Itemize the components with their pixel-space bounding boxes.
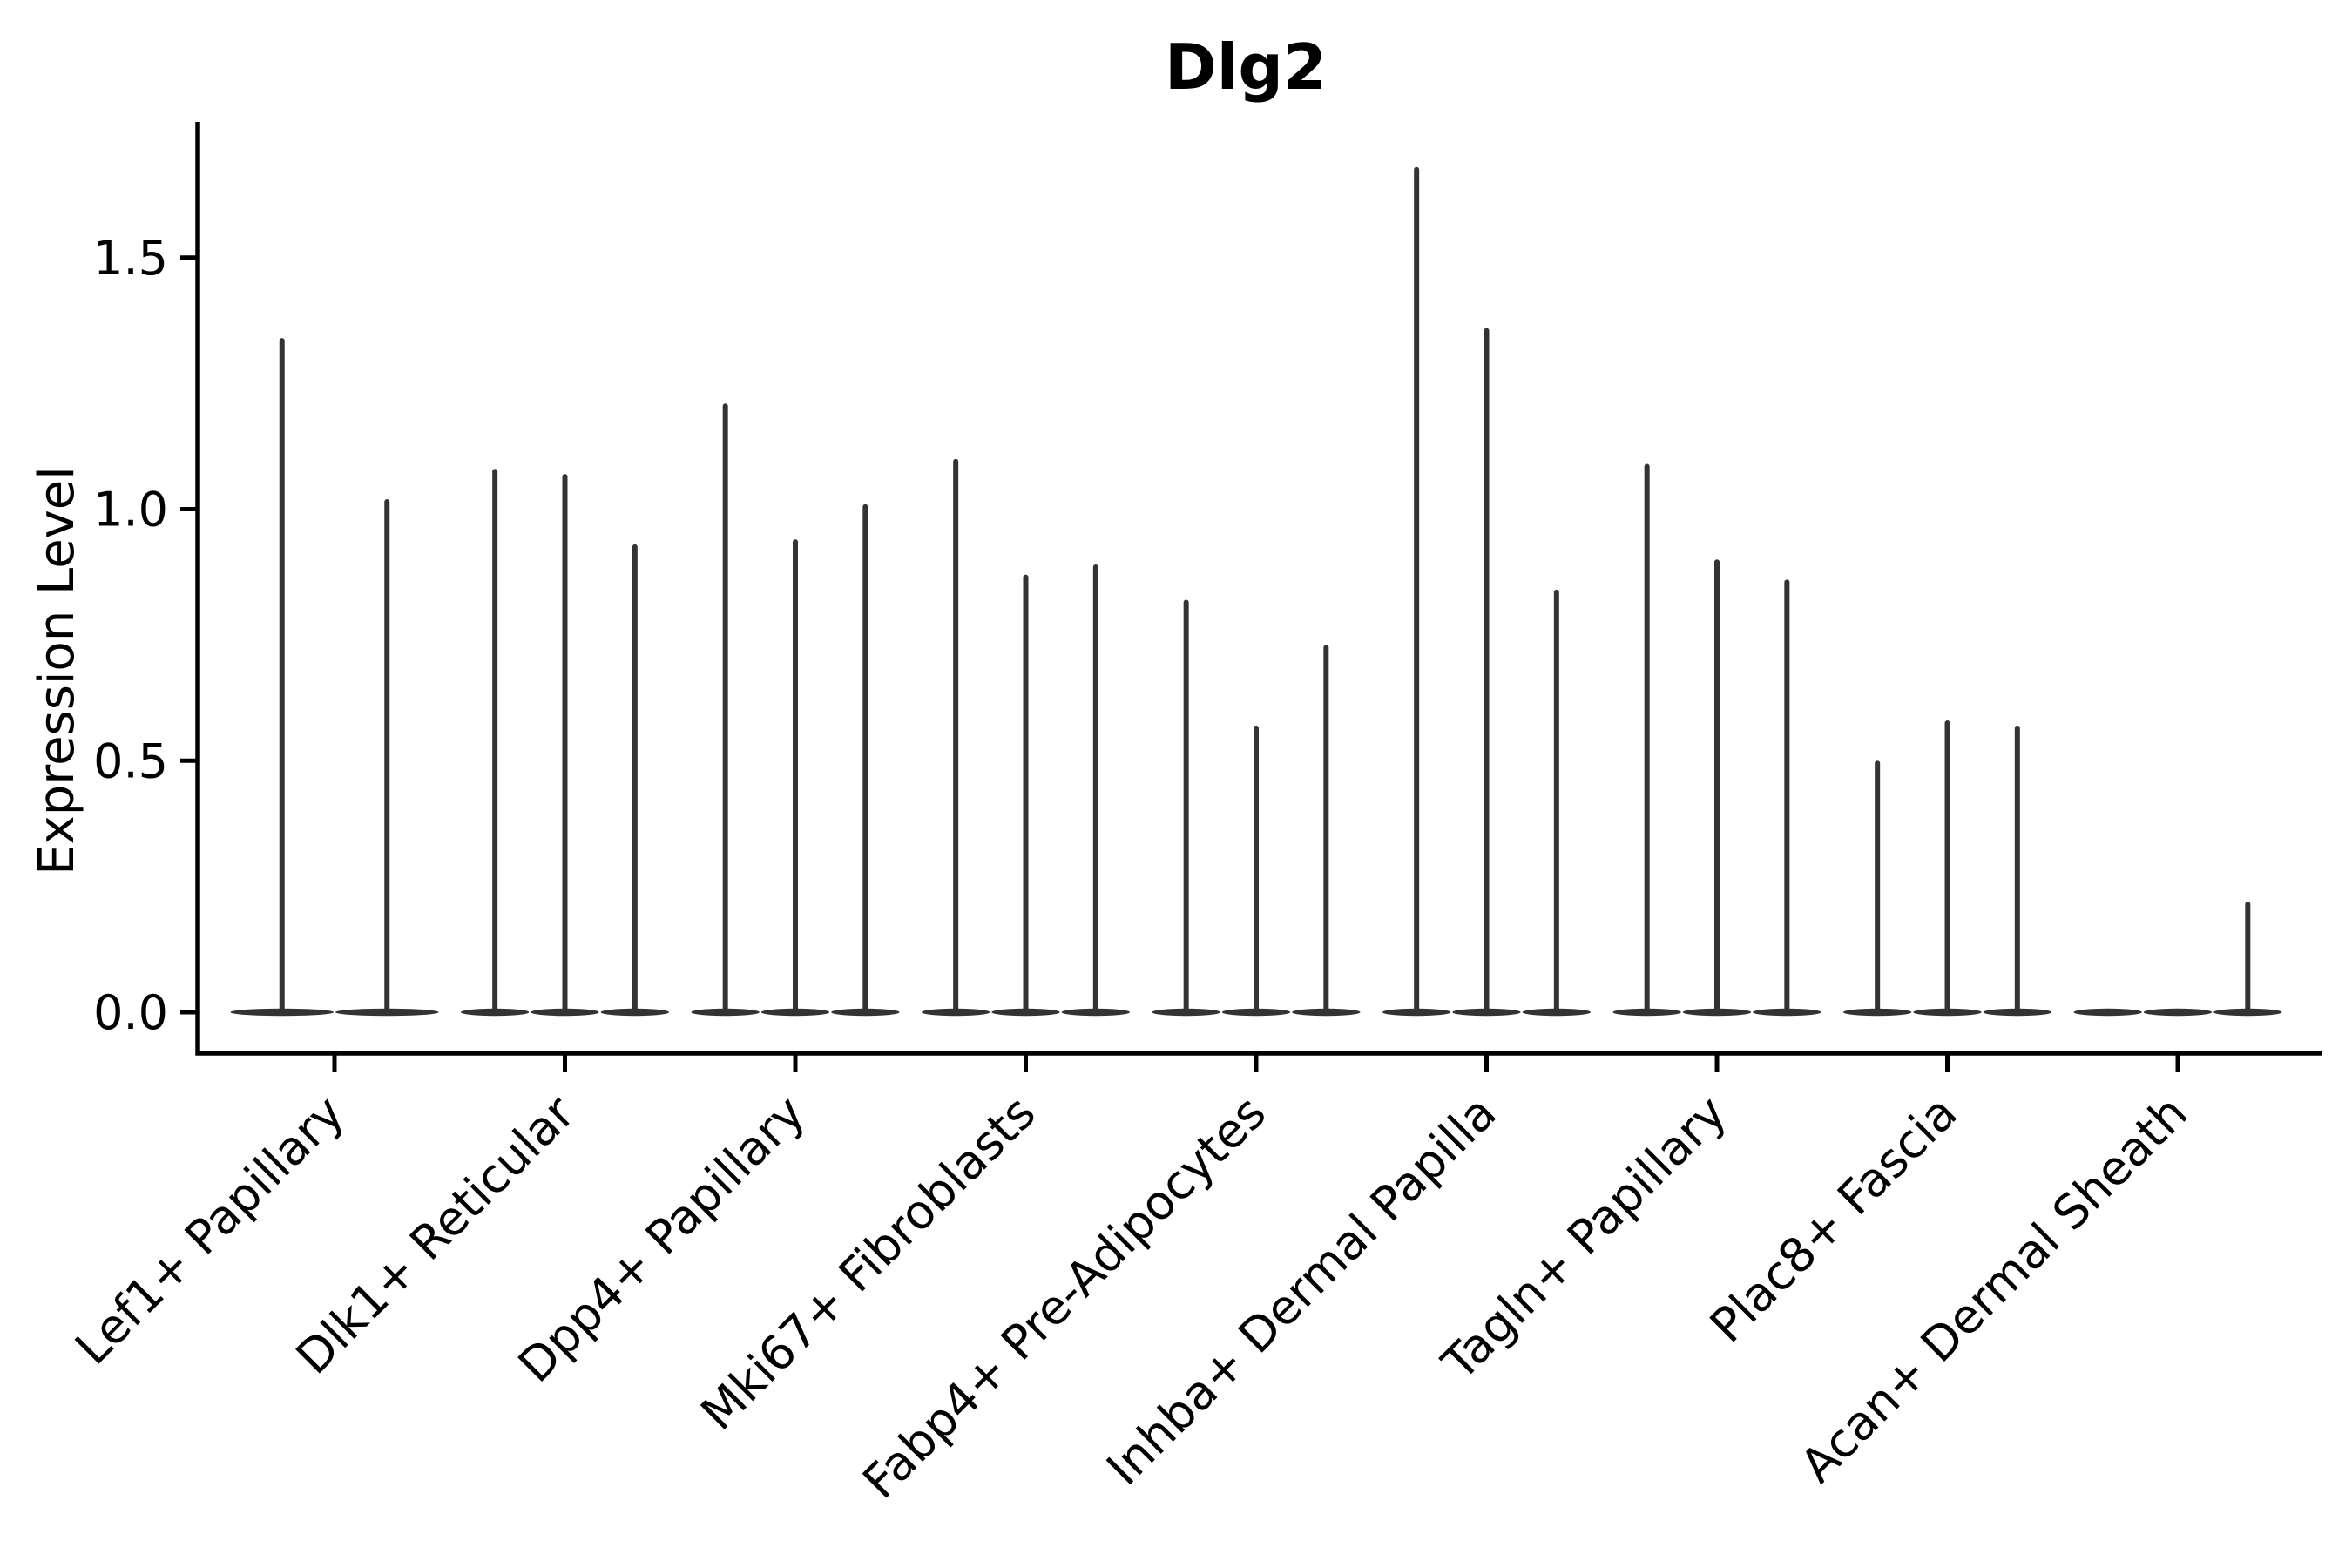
x-tick-label: Acan+ Dermal Sheath: [1790, 1085, 2198, 1493]
axes-layer: [180, 122, 2322, 1072]
violin-base: [2073, 1008, 2142, 1017]
x-tick-label: Fabp4+ Pre-Adipocytes: [852, 1085, 1276, 1510]
x-tick-label: Plac8+ Fascia: [1700, 1085, 1968, 1354]
y-tick-label: 1.5: [93, 231, 168, 286]
y-axis-label: Expression Level: [29, 466, 85, 875]
x-tick-label: Inhba+ Dermal Papilla: [1096, 1085, 1506, 1496]
y-tick-label: 0.5: [93, 733, 168, 788]
y-tick-label: 1.0: [93, 483, 168, 537]
chart-title: Dlg2: [1165, 30, 1327, 104]
y-tick-label: 0.0: [93, 985, 168, 1040]
violins-layer: [230, 166, 2282, 1017]
axis-spines: [195, 122, 2322, 1056]
violin-base: [2143, 1008, 2213, 1017]
